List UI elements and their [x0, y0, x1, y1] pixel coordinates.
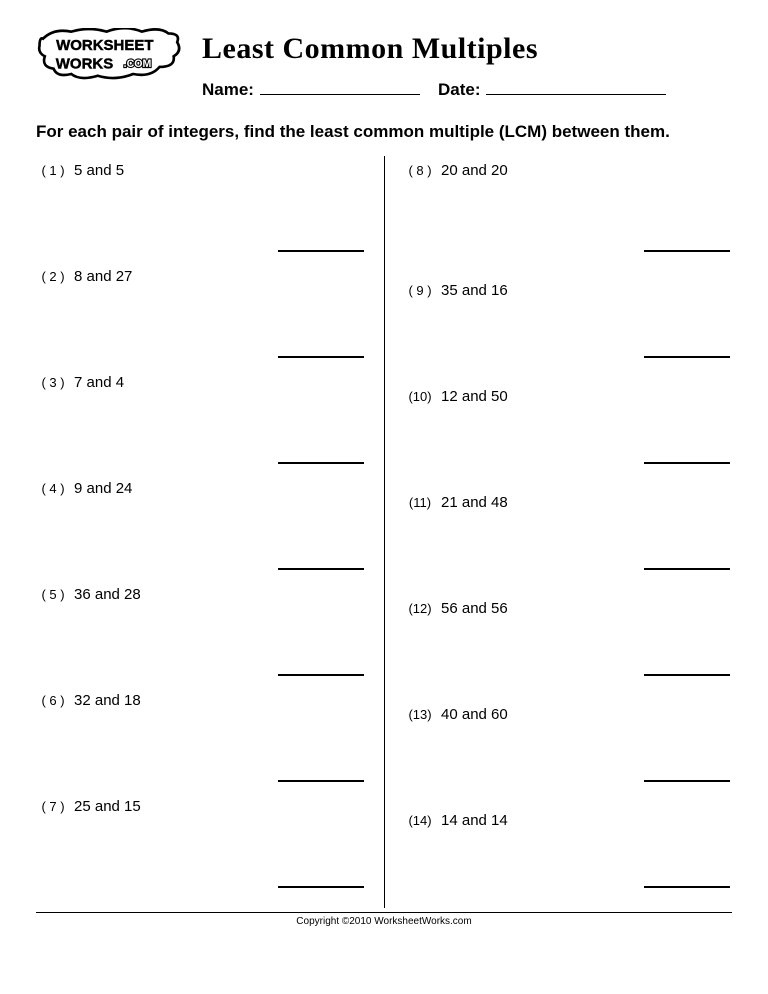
problem-text: 20 and 20: [437, 162, 508, 179]
problem: ( 9 )35 and 16: [403, 262, 732, 368]
date-blank[interactable]: [486, 76, 666, 95]
problem-text: 12 and 50: [437, 388, 508, 405]
problem: (13)40 and 60: [403, 686, 732, 792]
name-blank[interactable]: [260, 76, 420, 95]
problem-number: ( 9 ): [403, 282, 437, 298]
answer-blank[interactable]: [644, 250, 730, 252]
problem-number: ( 1 ): [36, 162, 70, 178]
problem: (14)14 and 14: [403, 792, 732, 898]
svg-text:WORKS: WORKS: [56, 56, 113, 73]
problem-number: (10): [403, 388, 437, 404]
problem-number: ( 6 ): [36, 692, 70, 708]
problem-number: ( 3 ): [36, 374, 70, 390]
problem-text: 14 and 14: [437, 812, 508, 829]
problem-text: 32 and 18: [70, 692, 141, 709]
problem: ( 4 )9 and 24: [36, 474, 366, 580]
problem: ( 3 )7 and 4: [36, 368, 366, 474]
problem-number: ( 7 ): [36, 798, 70, 814]
problem-text: 8 and 27: [70, 268, 132, 285]
svg-text:.COM: .COM: [124, 58, 152, 70]
answer-blank[interactable]: [278, 356, 364, 358]
logo: WORKSHEET WORKS .COM: [36, 28, 186, 95]
name-label: Name:: [202, 80, 254, 100]
answer-blank[interactable]: [644, 886, 730, 888]
problem: ( 7 )25 and 15: [36, 792, 366, 898]
svg-text:WORKSHEET: WORKSHEET: [56, 37, 154, 54]
answer-blank[interactable]: [278, 250, 364, 252]
problem-number: (12): [403, 600, 437, 616]
problem-number: ( 2 ): [36, 268, 70, 284]
problem-number: ( 5 ): [36, 586, 70, 602]
problem-text: 56 and 56: [437, 600, 508, 617]
copyright: Copyright ©2010 WorksheetWorks.com: [36, 912, 732, 927]
title-area: Least Common Multiples Name: Date:: [202, 28, 732, 100]
problem-number: (14): [403, 812, 437, 828]
problem: ( 8 )20 and 20: [403, 156, 732, 262]
problems-right-column: ( 8 )20 and 20( 9 )35 and 16(10)12 and 5…: [384, 156, 732, 908]
answer-blank[interactable]: [644, 780, 730, 782]
problem-text: 9 and 24: [70, 480, 132, 497]
problem: ( 6 )32 and 18: [36, 686, 366, 792]
answer-blank[interactable]: [278, 886, 364, 888]
problem: (11)21 and 48: [403, 474, 732, 580]
answer-blank[interactable]: [644, 568, 730, 570]
problem-number: (13): [403, 706, 437, 722]
instructions: For each pair of integers, find the leas…: [36, 122, 732, 142]
problems-left-column: ( 1 )5 and 5( 2 )8 and 27( 3 )7 and 4( 4…: [36, 156, 384, 908]
problem: ( 1 )5 and 5: [36, 156, 366, 262]
problem: (12)56 and 56: [403, 580, 732, 686]
problem-text: 40 and 60: [437, 706, 508, 723]
answer-blank[interactable]: [644, 356, 730, 358]
name-date-row: Name: Date:: [202, 76, 732, 100]
date-field: Date:: [438, 76, 667, 100]
problem-text: 35 and 16: [437, 282, 508, 299]
problem-text: 36 and 28: [70, 586, 141, 603]
problem-text: 7 and 4: [70, 374, 124, 391]
date-label: Date:: [438, 80, 481, 100]
problems-container: ( 1 )5 and 5( 2 )8 and 27( 3 )7 and 4( 4…: [36, 156, 732, 908]
answer-blank[interactable]: [278, 568, 364, 570]
problem-text: 21 and 48: [437, 494, 508, 511]
problem-text: 5 and 5: [70, 162, 124, 179]
answer-blank[interactable]: [278, 674, 364, 676]
problem: ( 2 )8 and 27: [36, 262, 366, 368]
problem-number: ( 4 ): [36, 480, 70, 496]
answer-blank[interactable]: [278, 780, 364, 782]
header: WORKSHEET WORKS .COM Least Common Multip…: [36, 28, 732, 100]
answer-blank[interactable]: [644, 462, 730, 464]
name-field: Name:: [202, 76, 420, 100]
problem-number: ( 8 ): [403, 162, 437, 178]
problem-text: 25 and 15: [70, 798, 141, 815]
answer-blank[interactable]: [278, 462, 364, 464]
page-title: Least Common Multiples: [202, 32, 732, 66]
problem: ( 5 )36 and 28: [36, 580, 366, 686]
answer-blank[interactable]: [644, 674, 730, 676]
problem-number: (11): [403, 494, 437, 510]
problem: (10)12 and 50: [403, 368, 732, 474]
